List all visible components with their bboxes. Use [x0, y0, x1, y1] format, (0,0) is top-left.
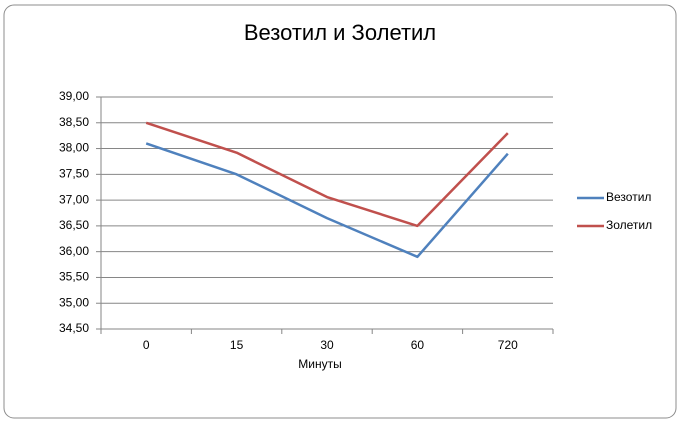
series-line — [145, 142, 509, 259]
y-tick-label: 35,50 — [59, 270, 89, 284]
x-tick-label: 30 — [320, 338, 334, 352]
x-tick-label: 0 — [143, 338, 150, 352]
x-tick-label: 15 — [230, 338, 244, 352]
y-tick-label: 34,50 — [59, 321, 89, 335]
y-tick-label: 38,50 — [59, 115, 89, 129]
y-tick-label: 36,50 — [59, 218, 89, 232]
chart-title: Везотил и Золетил — [244, 20, 436, 45]
y-tick-label: 37,50 — [59, 167, 89, 181]
x-tick-label: 60 — [411, 338, 425, 352]
y-tick-label: 37,00 — [59, 192, 89, 206]
legend-label: Везотил — [606, 190, 651, 204]
x-tick-label: 720 — [498, 338, 518, 352]
y-tick-label: 39,00 — [59, 89, 89, 103]
y-tick-label: 38,00 — [59, 141, 89, 155]
chart-frame — [3, 4, 677, 419]
series-line — [145, 121, 509, 228]
y-tick-label: 35,00 — [59, 295, 89, 309]
legend-label: Золетил — [606, 218, 652, 232]
x-axis-label: Минуты — [298, 357, 341, 371]
y-tick-label: 36,00 — [59, 244, 89, 258]
